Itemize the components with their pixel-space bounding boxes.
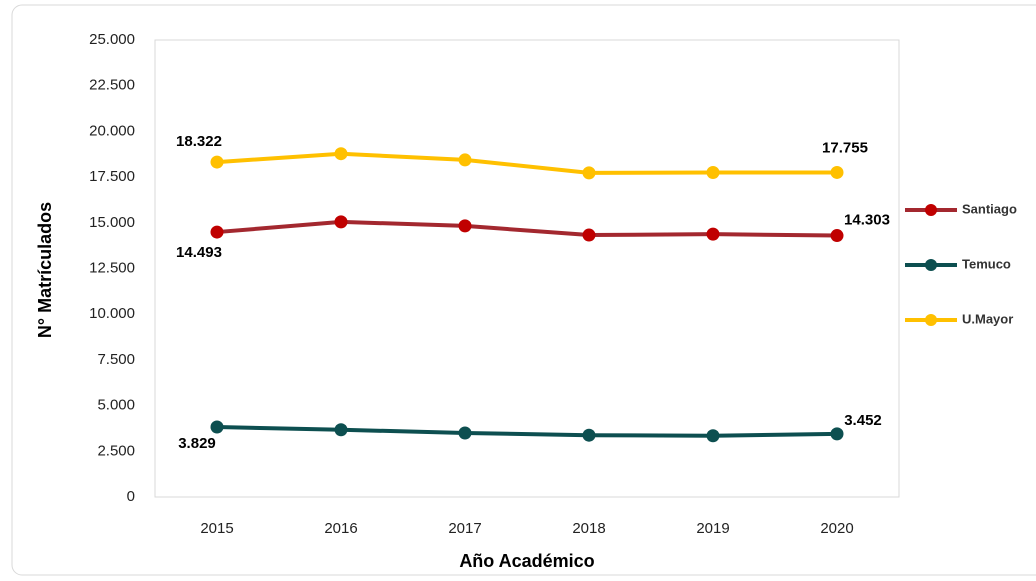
marker <box>582 228 596 242</box>
legend-marker <box>925 314 937 326</box>
y-tick-label: 7.500 <box>97 351 135 368</box>
data-label: 14.493 <box>176 244 222 261</box>
data-label: 17.755 <box>822 139 868 156</box>
data-label: 3.452 <box>844 412 882 429</box>
marker <box>210 420 224 434</box>
legend-label: Temuco <box>962 256 1011 271</box>
series-line <box>216 425 838 438</box>
legend-marker <box>925 259 937 271</box>
marker <box>582 428 596 442</box>
legend-label: U.Mayor <box>962 311 1013 326</box>
marker <box>706 166 720 180</box>
x-tick-label: 2017 <box>448 520 481 537</box>
y-axis-title: N° Matrículados <box>35 202 55 338</box>
plot-frame <box>154 39 900 498</box>
x-axis-title: Año Académico <box>459 551 594 571</box>
y-tick-label: 2.500 <box>97 442 135 459</box>
marker <box>706 227 720 241</box>
y-tick-label: 22.500 <box>89 77 135 94</box>
series-line <box>216 219 838 238</box>
y-tick-label: 25.000 <box>89 31 135 48</box>
y-tick-label: 17.500 <box>89 168 135 185</box>
x-tick-label: 2015 <box>200 520 233 537</box>
marker <box>582 166 596 180</box>
marker <box>210 225 224 239</box>
data-label: 3.829 <box>178 435 216 452</box>
x-tick-label: 2018 <box>572 520 605 537</box>
marker <box>334 147 348 161</box>
data-label: 14.303 <box>844 212 890 229</box>
marker <box>458 426 472 440</box>
y-tick-label: 20.000 <box>89 122 135 139</box>
chart-frame <box>11 4 1036 576</box>
y-tick-label: 15.000 <box>89 214 135 231</box>
marker <box>334 215 348 229</box>
marker <box>458 219 472 233</box>
legend-marker <box>925 204 937 216</box>
x-tick-label: 2019 <box>696 520 729 537</box>
legend-label: Santiago <box>962 201 1017 216</box>
marker <box>458 153 472 167</box>
x-tick-label: 2016 <box>324 520 357 537</box>
data-label: 18.322 <box>176 133 222 150</box>
y-tick-label: 5.000 <box>97 397 135 414</box>
marker <box>706 429 720 443</box>
marker <box>334 423 348 437</box>
marker <box>830 229 844 243</box>
marker <box>830 427 844 441</box>
y-tick-label: 12.500 <box>89 259 135 276</box>
marker <box>830 165 844 179</box>
x-tick-label: 2020 <box>820 520 853 537</box>
series-line <box>216 151 838 175</box>
marker <box>210 155 224 169</box>
y-tick-label: 0 <box>127 488 135 505</box>
y-tick-label: 10.000 <box>89 305 135 322</box>
